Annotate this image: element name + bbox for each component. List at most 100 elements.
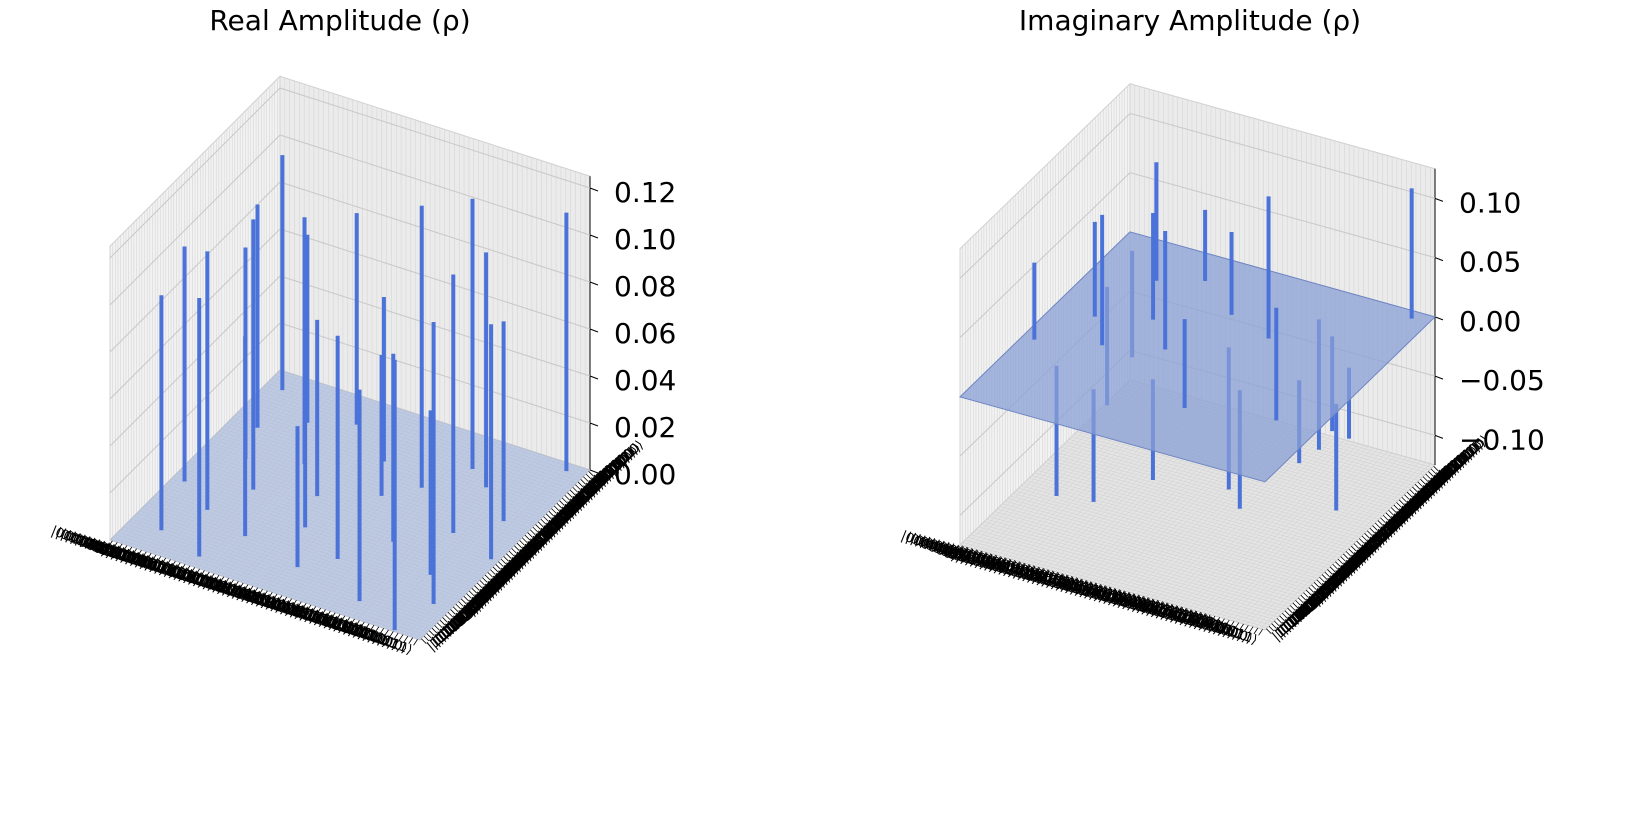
x-tick <box>1043 569 1049 576</box>
y-tick <box>1364 533 1370 539</box>
y-tick <box>1332 563 1339 570</box>
floor-grid <box>1159 435 1331 601</box>
floor-grid <box>1164 436 1336 603</box>
y-tick <box>444 614 451 621</box>
floor-grid <box>1002 503 1308 589</box>
z-tick <box>1434 197 1444 202</box>
z-tick <box>1434 257 1444 262</box>
y-tick <box>1311 584 1317 591</box>
y-tick <box>1414 484 1421 490</box>
y-tick <box>460 598 467 605</box>
y-tick <box>429 630 435 636</box>
x-tick <box>1096 583 1101 591</box>
y-tick <box>527 532 533 538</box>
z-tick <box>589 375 599 380</box>
y-tick <box>1308 587 1315 593</box>
x-tick <box>137 549 142 557</box>
x-tick <box>108 540 113 548</box>
x-tick <box>209 573 215 580</box>
x-tick <box>141 551 147 558</box>
x-tick <box>161 557 167 565</box>
y-tick <box>1372 525 1378 531</box>
z-tick-label: −0.05 <box>1459 364 1545 397</box>
floor-grid <box>1240 458 1412 624</box>
x-tick <box>384 629 389 637</box>
floor-grid <box>1231 455 1402 621</box>
y-tick <box>1369 527 1376 534</box>
z-tick-label: 0.05 <box>1459 246 1521 279</box>
y-tick <box>1380 517 1386 524</box>
x-tick <box>1124 591 1130 599</box>
floor-grid <box>1010 495 1316 582</box>
x-tick <box>287 598 292 605</box>
x-tick <box>171 560 176 568</box>
z-tick <box>589 187 599 192</box>
y-tick <box>1366 530 1373 537</box>
y-tick <box>484 574 491 581</box>
y-tick <box>479 579 486 586</box>
y-tick <box>1393 504 1400 511</box>
y-tick <box>476 582 483 589</box>
x-tick <box>408 637 414 644</box>
y-tick <box>543 516 549 522</box>
y-tick <box>1300 594 1307 601</box>
floor-grid <box>986 518 1292 605</box>
y-tick <box>455 603 462 610</box>
y-tick <box>519 540 525 546</box>
y-tick <box>540 518 547 525</box>
x-tick <box>1224 619 1230 627</box>
y-tick <box>1335 561 1341 567</box>
floor-grid <box>1023 482 1329 569</box>
x-tick <box>1015 561 1020 568</box>
x-tick <box>277 595 283 602</box>
y-tick <box>1268 625 1275 632</box>
y-tick <box>1266 628 1272 634</box>
y-tick <box>514 545 520 551</box>
x-tick <box>1000 557 1006 564</box>
y-tick <box>572 486 579 493</box>
floor-grid <box>970 534 1276 620</box>
y-tick <box>482 577 488 583</box>
y-tick <box>1417 481 1424 488</box>
y-tick <box>1388 509 1394 516</box>
floor-grid <box>1028 477 1335 564</box>
z-tick <box>589 281 599 286</box>
x-tick <box>195 568 200 576</box>
y-tick <box>535 524 541 530</box>
x-tick <box>364 623 370 630</box>
floor-grid <box>1212 450 1383 616</box>
y-tick <box>1279 615 1285 622</box>
floor-grid <box>962 542 1268 628</box>
y-tick <box>503 556 509 562</box>
y-tick <box>458 601 464 607</box>
y-tick <box>532 526 539 533</box>
y-tick <box>1348 548 1354 555</box>
x-tick <box>267 592 273 599</box>
y-tick <box>452 606 459 613</box>
floor-grid <box>1245 459 1417 625</box>
x-tick <box>214 574 220 582</box>
x-tick <box>1182 607 1187 615</box>
x-tick <box>1053 572 1059 579</box>
x-tick <box>1115 589 1120 596</box>
y-tick <box>1382 514 1389 521</box>
x-tick <box>122 545 128 552</box>
x-tick <box>1258 629 1263 636</box>
y-tick <box>490 569 496 575</box>
y-tick <box>580 479 586 485</box>
y-tick <box>1374 522 1381 529</box>
z-tick <box>589 469 599 474</box>
x-tick <box>369 624 375 632</box>
x-tick <box>243 584 249 591</box>
y-tick <box>463 595 470 602</box>
x-tick <box>1101 585 1106 592</box>
y-tick <box>1430 468 1437 475</box>
x-tick <box>296 601 302 608</box>
x-tick <box>1186 609 1192 616</box>
floor-grid <box>1198 446 1369 612</box>
y-tick <box>492 566 499 573</box>
y-tick <box>556 502 563 509</box>
grid-line <box>109 134 591 306</box>
x-tick <box>1148 598 1154 606</box>
x-tick <box>1196 611 1201 619</box>
